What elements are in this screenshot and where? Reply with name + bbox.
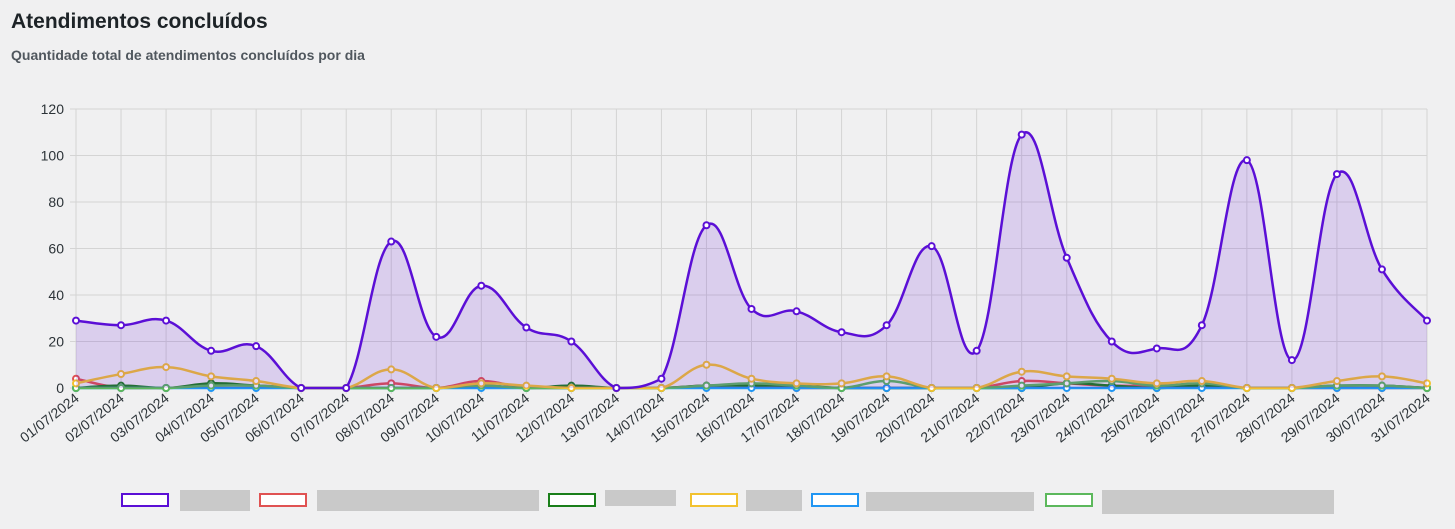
data-point[interactable] [207,372,216,381]
series-area [76,132,1427,388]
data-point[interactable] [162,363,171,372]
legend-label-redacted-1[interactable] [180,490,250,511]
data-point[interactable] [702,381,711,390]
data-point[interactable] [1197,321,1206,330]
data-point[interactable] [1242,156,1251,165]
legend-label-redacted-6[interactable] [1102,490,1334,514]
y-tick-label: 120 [41,101,65,117]
data-point[interactable] [162,316,171,325]
data-point[interactable] [702,221,711,230]
data-point[interactable] [1152,344,1161,353]
y-tick-label: 0 [56,380,64,396]
data-point[interactable] [207,346,216,355]
data-point[interactable] [1062,253,1071,262]
legend-swatch-2[interactable] [259,493,307,507]
data-point[interactable] [747,304,756,313]
data-point[interactable] [1197,377,1206,386]
data-point[interactable] [117,370,126,379]
y-tick-label: 80 [48,194,64,210]
data-point[interactable] [1017,367,1026,376]
data-point[interactable] [702,360,711,369]
data-point[interactable] [747,374,756,383]
data-point[interactable] [972,384,981,392]
chart-title: Atendimentos concluídos [11,10,268,33]
y-tick-label: 40 [48,287,64,303]
legend-label-redacted-5[interactable] [866,492,1034,511]
data-point[interactable] [252,342,261,351]
data-point[interactable] [1377,265,1386,274]
legend-label-redacted-4[interactable] [746,490,802,511]
data-point[interactable] [612,384,621,392]
data-point[interactable] [432,332,441,341]
data-point[interactable] [72,379,80,388]
legend-swatch-5[interactable] [811,493,859,507]
y-tick-label: 100 [41,148,65,164]
data-point[interactable] [1287,356,1296,365]
data-point[interactable] [1107,374,1116,383]
data-point[interactable] [792,307,801,316]
data-point[interactable] [1377,381,1386,390]
data-point[interactable] [477,281,486,290]
data-point[interactable] [792,379,801,388]
chart-series [72,130,1431,392]
data-point[interactable] [882,372,891,381]
data-point[interactable] [117,384,126,392]
data-point[interactable] [1107,337,1116,346]
data-point[interactable] [972,346,981,355]
chart-subtitle: Quantidade total de atendimentos concluí… [11,47,365,63]
data-point[interactable] [1152,379,1161,388]
y-tick-label: 20 [48,334,64,350]
series-group [72,130,1431,392]
legend-label-redacted-3[interactable] [605,490,676,506]
line-chart: 02040608010012001/07/202402/07/202403/07… [17,101,1433,446]
data-point[interactable] [117,321,126,330]
data-point[interactable] [207,381,216,390]
data-point[interactable] [477,379,486,388]
data-point[interactable] [1332,170,1341,179]
data-point[interactable] [432,384,441,392]
data-point[interactable] [297,384,306,392]
legend-swatch-4[interactable] [690,493,738,507]
data-point[interactable] [882,321,891,330]
data-point[interactable] [522,323,531,332]
y-tick-label: 60 [48,241,64,257]
data-point[interactable] [1242,384,1251,392]
data-point[interactable] [252,377,261,386]
data-point[interactable] [837,379,846,388]
data-point[interactable] [1062,372,1071,381]
data-point[interactable] [657,374,666,383]
data-point[interactable] [342,384,351,392]
data-point[interactable] [1017,381,1026,390]
legend-swatch-1[interactable] [121,493,169,507]
data-point[interactable] [1423,379,1431,388]
data-point[interactable] [927,384,936,392]
data-point[interactable] [837,328,846,337]
data-point[interactable] [522,381,531,390]
data-point[interactable] [387,384,396,392]
data-point[interactable] [927,242,936,251]
data-point[interactable] [387,237,396,246]
data-point[interactable] [1423,316,1431,325]
legend-swatch-3[interactable] [548,493,596,507]
data-point[interactable] [567,337,576,346]
data-point[interactable] [567,384,576,392]
legend-label-redacted-2[interactable] [317,490,539,511]
data-point[interactable] [657,384,666,392]
data-point[interactable] [72,316,80,325]
data-point[interactable] [1017,130,1026,139]
legend-swatch-6[interactable] [1045,493,1093,507]
data-point[interactable] [1332,377,1341,386]
chart-grid [70,108,1428,394]
data-point[interactable] [1377,372,1386,381]
data-point[interactable] [1287,384,1296,392]
data-point[interactable] [387,365,396,374]
data-point[interactable] [162,384,171,392]
